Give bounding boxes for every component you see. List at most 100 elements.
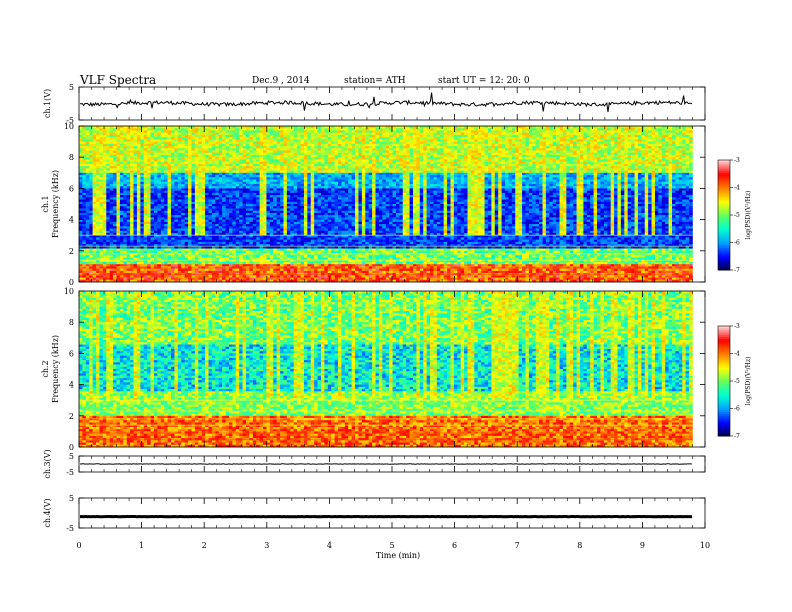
spectrogram-cell <box>143 241 148 245</box>
spectrogram-cell <box>297 183 301 187</box>
spectrogram-cell <box>256 168 260 171</box>
spectrogram-cell <box>225 232 230 236</box>
spectrogram-cell <box>235 210 240 214</box>
spectrogram-cell <box>276 208 281 211</box>
spectrogram-cell <box>123 201 128 205</box>
spectrogram-cell <box>286 257 291 261</box>
spectrogram-cell <box>263 132 267 136</box>
spectrogram-cell <box>307 188 312 191</box>
spectrogram-cell <box>116 128 121 131</box>
spectrogram-cell <box>269 143 274 147</box>
spectrogram-cell <box>269 159 274 162</box>
spectrogram-cell <box>263 128 267 131</box>
spectrogram-cell <box>164 275 168 278</box>
spectrogram-cell <box>303 159 308 162</box>
spectrogram-cell <box>273 204 277 207</box>
spectrogram-cell <box>235 250 240 254</box>
spectrogram-cell <box>136 190 141 194</box>
spectrogram-cell <box>307 126 312 129</box>
spectrogram-cell <box>133 186 138 189</box>
spectrogram-cell <box>191 130 196 133</box>
spectrogram-cell <box>310 224 315 227</box>
spectrogram-cell <box>157 163 162 167</box>
spectrogram-cell <box>164 250 168 254</box>
spectrogram-cell <box>211 204 216 207</box>
spectrogram-cell <box>205 179 209 183</box>
spectrogram-cell <box>263 257 267 261</box>
spectrogram-cell <box>181 241 185 245</box>
spectrogram-cell <box>160 277 165 281</box>
spectrogram-cell <box>194 168 199 171</box>
spectrogram-cell <box>82 261 87 265</box>
spectrogram-cell <box>222 279 226 283</box>
spectrogram-cell <box>310 128 315 131</box>
spectrogram-cell <box>310 199 315 203</box>
spectrogram-cell <box>184 134 189 138</box>
spectrogram-cell <box>266 241 271 245</box>
spectrogram-cell <box>106 237 110 240</box>
spectrogram-cell <box>188 197 192 200</box>
spectrogram-cell <box>249 128 254 131</box>
spectrogram-cell <box>249 230 254 234</box>
spectrogram-cell <box>266 132 271 136</box>
spectrogram-cell <box>136 270 141 274</box>
spectrogram-cell <box>153 177 158 180</box>
spectrogram-cell <box>269 188 274 191</box>
spectrogram-cell <box>102 241 107 245</box>
spectrogram-cell <box>259 177 264 180</box>
spectrogram-cell <box>307 237 312 240</box>
spectrogram-cell <box>246 279 250 283</box>
spectrogram-cell <box>256 150 260 154</box>
spectrogram-cell <box>181 163 185 167</box>
spectrogram-cell <box>259 215 264 218</box>
spectrogram-cell <box>263 221 267 225</box>
spectrogram-cell <box>201 250 206 254</box>
spectrogram-cell <box>303 195 308 198</box>
spectrogram-cell <box>92 186 97 189</box>
spectrogram-cell <box>96 217 100 220</box>
spectrogram-cell <box>246 132 250 136</box>
spectrogram-cell <box>246 154 250 158</box>
spectrogram-cell <box>256 148 260 151</box>
spectrogram-cell <box>252 226 257 229</box>
spectrogram-cell <box>123 192 128 196</box>
spectrogram-cell <box>184 217 189 220</box>
spectrogram-cell <box>160 257 165 261</box>
spectrogram-cell <box>79 128 83 131</box>
spectrogram-cell <box>136 237 141 240</box>
spectrogram-cell <box>208 192 213 196</box>
spectrogram-cell <box>140 237 145 240</box>
spectrogram-cell <box>266 186 271 189</box>
spectrogram-cell <box>109 154 114 158</box>
spectrogram-cell <box>205 154 209 158</box>
spectrogram-cell <box>181 168 185 171</box>
spectrogram-cell <box>290 137 295 140</box>
spectrogram-cell <box>167 150 172 154</box>
spectrogram-cell <box>249 270 254 274</box>
spectrogram-cell <box>102 264 107 267</box>
spectrogram-cell <box>79 204 83 207</box>
spectrogram-cell <box>109 181 114 185</box>
spectrogram-cell <box>249 237 254 240</box>
spectrogram-cell <box>147 126 151 129</box>
spectrogram-cell <box>198 224 202 227</box>
spectrogram-cell <box>307 248 312 252</box>
spectrogram-cell <box>126 261 131 265</box>
spectrogram-cell <box>314 161 318 165</box>
spectrogram-cell <box>130 248 134 252</box>
spectrogram-cell <box>266 261 271 265</box>
spectrogram-cell <box>222 275 226 278</box>
spectrogram-cell <box>102 248 107 252</box>
spectrogram-cell <box>307 255 312 258</box>
spectrogram-cell <box>205 159 209 162</box>
spectrogram-cell <box>82 208 87 211</box>
spectrogram-cell <box>82 181 87 185</box>
spectrogram-cell <box>228 192 233 196</box>
spectrogram-cell <box>290 197 295 200</box>
spectrogram-cell <box>314 134 318 138</box>
spectrogram-cell <box>215 181 220 185</box>
spectrogram-cell <box>109 148 114 151</box>
spectrogram-cell <box>188 146 192 149</box>
spectrogram-cell <box>249 148 254 151</box>
spectrogram-cell <box>167 159 172 162</box>
